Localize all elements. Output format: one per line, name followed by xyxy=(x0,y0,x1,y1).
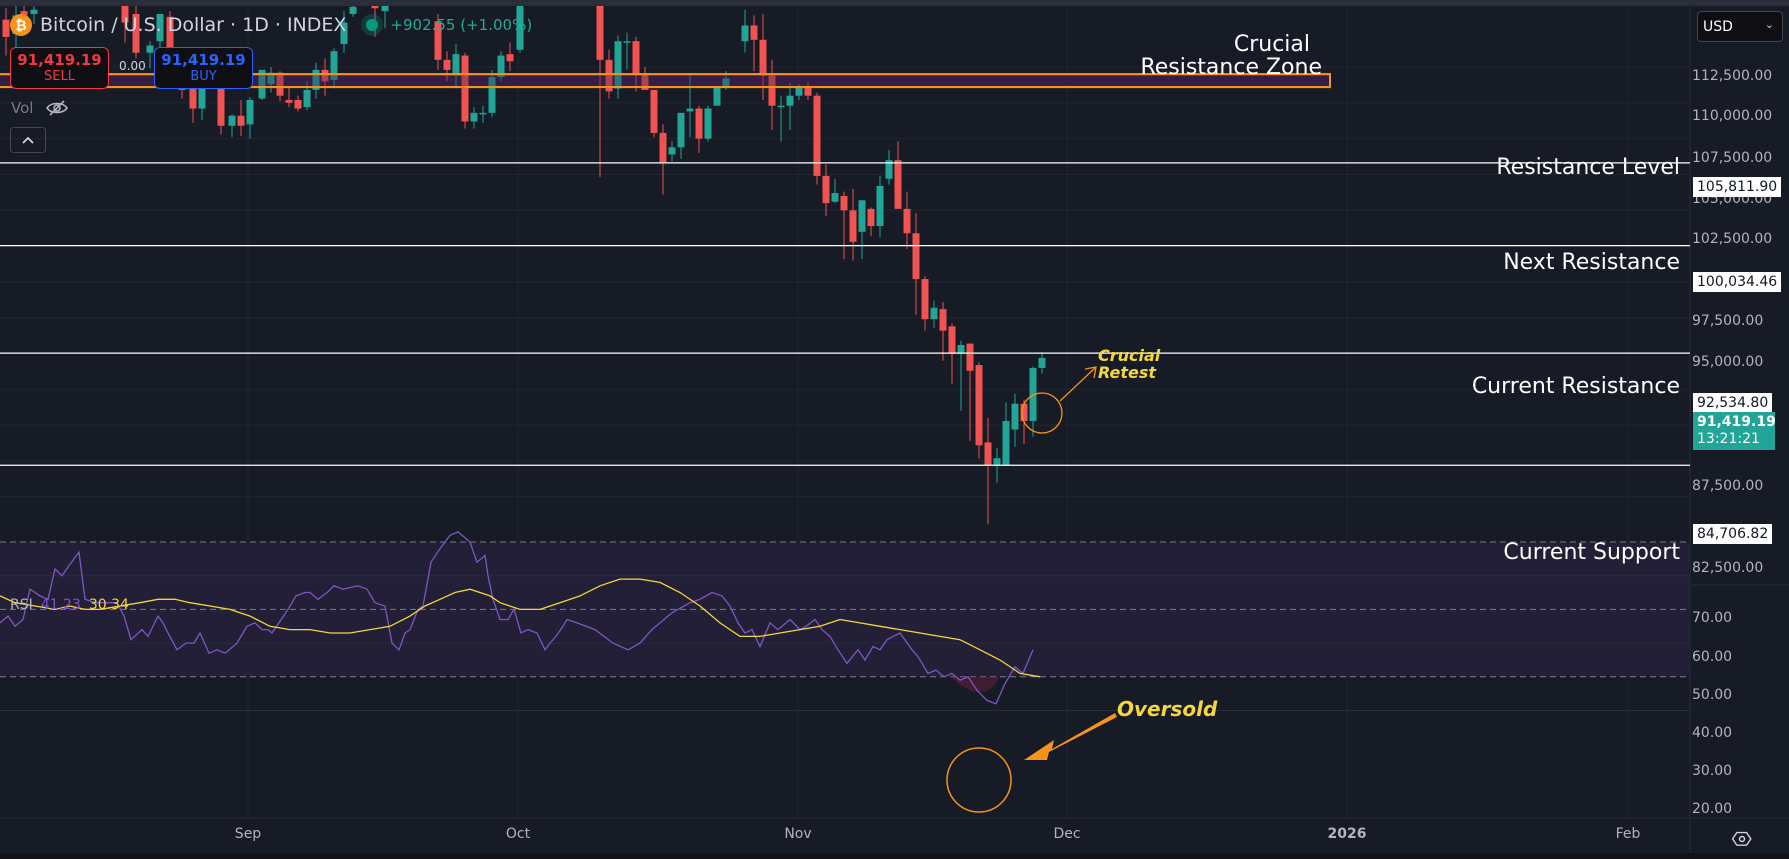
time-tick: Nov xyxy=(784,826,812,842)
rsi-tick: 20.00 xyxy=(1692,801,1733,817)
resistance-level-label: Resistance Level xyxy=(1496,155,1680,180)
buy-label: BUY xyxy=(190,69,217,84)
buy-price: 91,419.19 xyxy=(161,51,246,69)
chevron-down-icon: ⌄ xyxy=(1764,18,1774,31)
price-tick: 82,500.00 xyxy=(1692,560,1764,576)
time-tick: 2026 xyxy=(1327,826,1367,842)
rsi-tick: 40.00 xyxy=(1692,725,1733,741)
top-border xyxy=(0,0,1789,6)
next-resistance-tag: 100,034.46 xyxy=(1693,272,1782,292)
symbol-header[interactable]: ₿ Bitcoin / U.S. Dollar · 1D · INDEX +90… xyxy=(10,14,532,36)
crucial-zone-line2: Resistance Zone xyxy=(1140,55,1322,80)
current-price-tag: 91,419.19 13:21:21 xyxy=(1693,412,1776,450)
price-change: +902.55 (+1.00%) xyxy=(390,16,533,34)
price-tick: 112,500.00 xyxy=(1692,68,1773,84)
bitcoin-logo-icon: ₿ xyxy=(10,14,32,36)
rsi-tick: 50.00 xyxy=(1692,687,1733,703)
bottom-border xyxy=(0,853,1789,859)
rsi-name: RSI xyxy=(10,597,33,613)
eye-slash-icon[interactable] xyxy=(45,99,69,117)
current-support-label: Current Support xyxy=(1503,540,1680,565)
time-tick: Feb xyxy=(1615,826,1641,842)
price-tick: 97,500.00 xyxy=(1692,313,1764,329)
crucial-zone-label: Crucial Resistance Zone xyxy=(1100,33,1322,79)
price-tick: 95,000.00 xyxy=(1692,354,1764,370)
current-support-tag: 84,706.82 xyxy=(1693,524,1773,544)
crucial-retest-line2: Retest xyxy=(1098,363,1157,382)
time-tick: Dec xyxy=(1053,826,1081,842)
symbol-title: Bitcoin / U.S. Dollar · 1D · INDEX xyxy=(40,14,347,36)
resistance-level-tag: 105,811.90 xyxy=(1693,177,1782,197)
rsi-legend[interactable]: RSI 41.23 30.34 xyxy=(10,597,129,613)
price-tick: 110,000.00 xyxy=(1692,108,1773,124)
price-tick: 107,500.00 xyxy=(1692,150,1773,166)
rsi-value: 41.23 xyxy=(40,597,81,613)
collapse-legend-button[interactable] xyxy=(10,127,46,153)
sell-button[interactable]: 91,419.19 SELL xyxy=(10,47,109,89)
currency-dropdown[interactable]: USD ⌄ xyxy=(1697,11,1783,42)
settings-hexagon-icon[interactable] xyxy=(1727,827,1757,851)
chevron-up-icon xyxy=(22,136,34,144)
rsi-tick: 60.00 xyxy=(1692,649,1733,665)
sell-price: 91,419.19 xyxy=(17,51,102,69)
crucial-retest-line1: Crucial xyxy=(1098,346,1161,365)
sell-label: SELL xyxy=(44,69,75,84)
rsi-ma-value: 30.34 xyxy=(88,597,129,613)
time-tick: Oct xyxy=(505,826,531,842)
price-tick: 87,500.00 xyxy=(1692,478,1764,494)
oversold-label: Oversold xyxy=(1117,697,1218,721)
current-resistance-tag: 92,534.80 xyxy=(1693,393,1773,413)
market-open-dot-icon xyxy=(366,19,379,31)
current-resistance-label: Current Resistance xyxy=(1471,374,1680,399)
rsi-tick: 70.00 xyxy=(1692,610,1733,626)
time-tick: Sep xyxy=(234,826,262,842)
buy-button[interactable]: 91,419.19 BUY xyxy=(154,47,253,89)
next-resistance-label: Next Resistance xyxy=(1503,250,1680,275)
volume-label: Vol xyxy=(11,99,34,117)
current-price: 91,419.19 xyxy=(1697,414,1776,430)
volume-legend[interactable]: Vol xyxy=(11,99,69,117)
crucial-retest-label: Crucial Retest xyxy=(1098,347,1160,381)
currency-value: USD xyxy=(1703,19,1733,35)
crucial-zone-line1: Crucial xyxy=(1233,32,1310,57)
rsi-tick: 30.00 xyxy=(1692,763,1733,779)
price-tick: 102,500.00 xyxy=(1692,231,1773,247)
bar-countdown: 13:21:21 xyxy=(1697,431,1760,447)
spread-value: 0.00 xyxy=(119,59,146,73)
